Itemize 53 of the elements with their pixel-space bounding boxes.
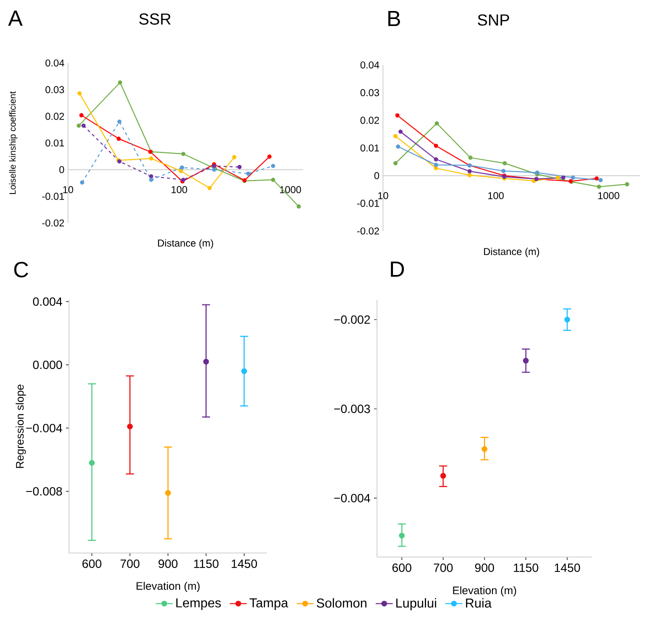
x-axis-title: Distance (m) [158,239,214,249]
legend-label: Lempes [176,598,221,610]
text: B [388,10,400,26]
legend-label: Ruia [466,598,492,608]
legend-label: Solomon [316,598,366,608]
y-tick-label: 0.03 [45,86,64,94]
y-tick-label: 0 [374,172,380,180]
x-tick-label: 1000 [598,192,620,200]
x-tick-label: 700 [120,560,140,568]
y-tick-label: 0.004 [33,297,62,306]
y-tick-label: −0.002 [334,315,370,324]
y-tick-label: 0 [59,166,64,174]
x-tick-label: 10 [378,192,388,200]
x-tick-label: 600 [82,560,102,568]
y-axis-title: Loiselle kinship coefficient [9,91,18,194]
y-axis-title: Regression slope [16,384,26,468]
legend-label: Lupului [396,598,436,610]
y-tick-label: −0.003 [334,404,370,414]
y-tick-label: 0.01 [45,139,64,147]
y-tick-label: −0.008 [26,487,62,496]
y-tick-label: 0.02 [45,112,64,120]
x-axis-title: Elevation (m) [453,586,516,596]
x-tick-label: 1450 [232,560,257,568]
x-tick-label: 1150 [514,564,538,572]
y-tick-label: -0.01 [357,200,380,207]
x-tick-label: 1150 [194,560,218,568]
y-tick-label: 0.01 [360,144,380,152]
y-tick-label: −0.004 [26,424,62,432]
x-tick-label: 1450 [554,564,580,572]
y-tick-label: −0.004 [334,494,370,502]
y-tick-label: -0.02 [42,219,64,227]
y-tick-label: 0.04 [45,59,64,67]
text: A [8,10,23,26]
legend-label: Tampa [250,598,288,610]
x-tick-label: 10 [63,186,74,194]
y-tick-label: -0.01 [42,192,64,200]
x-tick-label: 700 [434,564,453,572]
y-tick-label: 0.000 [33,360,62,370]
text: C [14,262,28,278]
x-tick-label: 900 [475,564,494,572]
x-axis-title: Elevation (m) [136,582,200,592]
x-tick-label: 600 [392,564,412,572]
y-tick-label: 0.02 [360,116,379,124]
y-tick-label: 0.03 [360,89,380,96]
chart-title: SSR [139,13,171,25]
chart-title: SNP [478,14,510,26]
x-tick-label: 900 [158,560,178,568]
y-tick-label: 0.04 [360,61,380,69]
x-tick-label: 100 [488,192,504,200]
x-tick-label: 100 [172,186,188,194]
text: D [390,262,404,277]
x-axis-title: Distance (m) [484,248,540,258]
y-tick-label: -0.02 [357,227,379,235]
